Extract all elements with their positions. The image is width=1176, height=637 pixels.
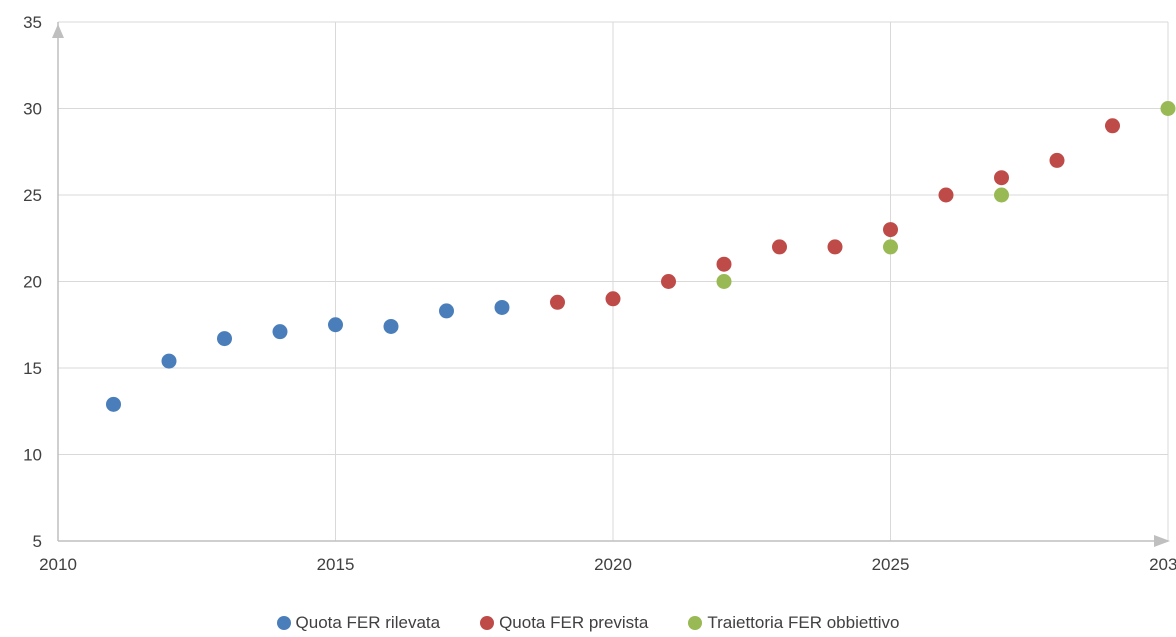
data-point-series-1 bbox=[716, 256, 732, 272]
data-point-series-1 bbox=[1105, 118, 1120, 134]
x-tick-label: 2015 bbox=[317, 555, 355, 574]
data-point-series-1 bbox=[883, 222, 898, 238]
x-axis-arrow-icon bbox=[1154, 535, 1170, 547]
data-point-series-1 bbox=[550, 294, 565, 310]
data-point-series-1 bbox=[661, 274, 676, 289]
data-point-series-0 bbox=[161, 353, 177, 369]
data-point-series-1 bbox=[605, 291, 621, 307]
x-tick-label: 2025 bbox=[872, 555, 910, 574]
data-point-series-0 bbox=[494, 299, 510, 315]
data-point-series-0 bbox=[383, 318, 399, 334]
y-tick-label: 5 bbox=[33, 532, 42, 551]
data-point-series-0 bbox=[106, 396, 121, 412]
data-point-series-0 bbox=[328, 317, 343, 333]
legend-item-quota-fer-rilevata: Quota FER rilevata bbox=[276, 613, 441, 633]
x-tick-label: 2020 bbox=[594, 555, 632, 574]
data-point-series-0 bbox=[272, 324, 288, 340]
data-point-series-0 bbox=[439, 303, 454, 319]
legend-label: Quota FER prevista bbox=[499, 613, 649, 632]
y-tick-label: 30 bbox=[23, 100, 42, 119]
data-point-series-2 bbox=[883, 239, 898, 255]
x-tick-label: 2030 bbox=[1149, 555, 1176, 574]
legend-marker-green-icon bbox=[688, 616, 703, 630]
y-tick-label: 10 bbox=[23, 446, 42, 465]
data-point-series-1 bbox=[772, 239, 787, 255]
y-tick-label: 15 bbox=[23, 359, 42, 378]
legend: Quota FER rilevata Quota FER prevista Tr… bbox=[0, 613, 1176, 633]
y-tick-label: 20 bbox=[23, 273, 42, 292]
data-point-series-2 bbox=[1160, 101, 1176, 116]
y-tick-label: 25 bbox=[23, 186, 42, 205]
legend-marker-red-icon bbox=[480, 616, 495, 630]
x-tick-label: 2010 bbox=[39, 555, 77, 574]
data-point-series-2 bbox=[994, 187, 1009, 203]
y-tick-label: 35 bbox=[23, 13, 42, 32]
data-point-series-1 bbox=[1049, 152, 1065, 168]
data-point-series-1 bbox=[827, 239, 843, 255]
legend-item-quota-fer-prevista: Quota FER prevista bbox=[480, 613, 648, 633]
legend-label: Traiettoria FER obbiettivo bbox=[707, 613, 900, 632]
y-axis-arrow-icon bbox=[52, 24, 64, 38]
data-point-series-1 bbox=[994, 170, 1009, 186]
data-point-series-2 bbox=[716, 274, 732, 289]
data-point-series-1 bbox=[938, 187, 954, 203]
legend-label: Quota FER rilevata bbox=[295, 613, 441, 632]
legend-item-traiettoria-fer-obbiettivo: Traiettoria FER obbiettivo bbox=[688, 613, 899, 633]
legend-marker-blue-icon bbox=[276, 616, 291, 630]
data-point-series-0 bbox=[217, 331, 232, 347]
